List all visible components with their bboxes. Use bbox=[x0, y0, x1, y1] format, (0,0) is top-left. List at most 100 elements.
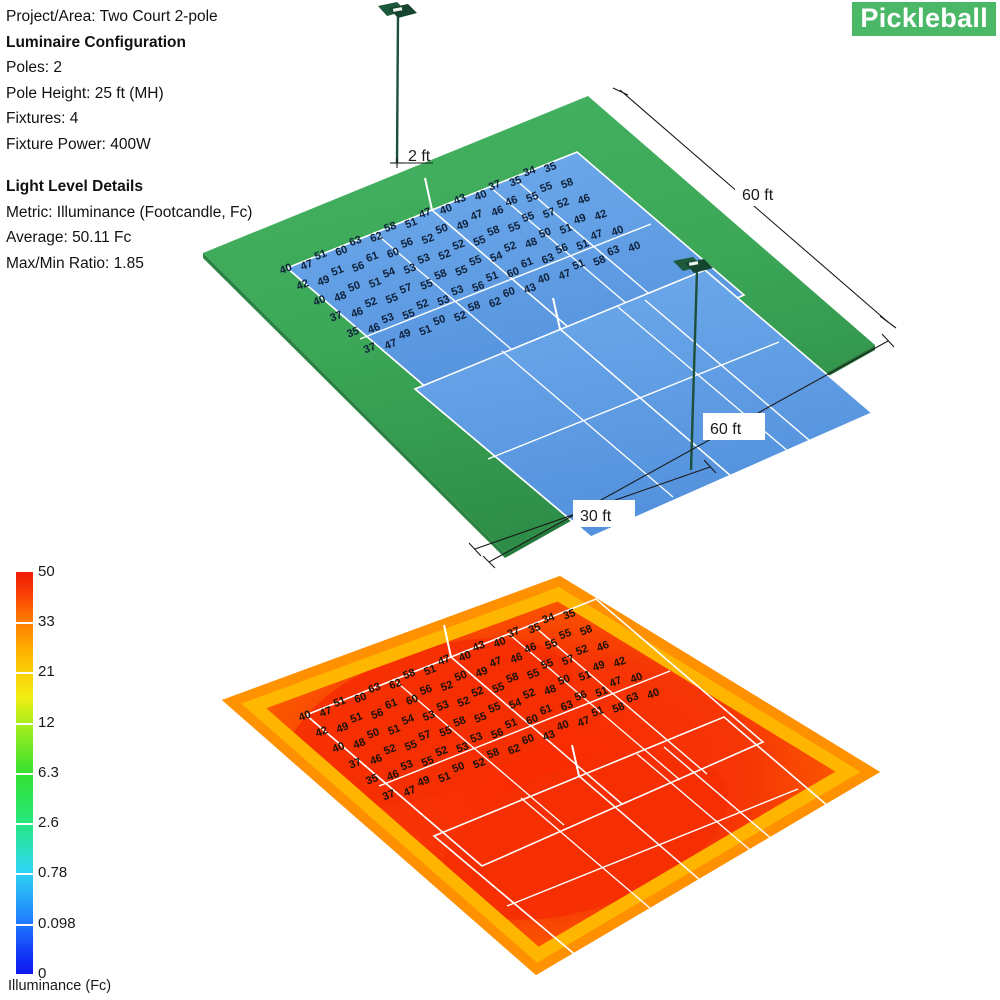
illuminance-value: 50 bbox=[346, 279, 362, 295]
light-level-details-heading: Light Level Details bbox=[6, 178, 143, 195]
illuminance-value: 55 bbox=[401, 307, 417, 323]
luminaire-configuration-heading: Luminaire Configuration bbox=[6, 33, 186, 51]
illuminance-value: 52 bbox=[456, 694, 472, 710]
illuminance-value: 60 bbox=[520, 732, 536, 748]
illuminance-value: 46 bbox=[349, 305, 365, 321]
illuminance-value: 55 bbox=[468, 253, 484, 269]
illuminance-value: 34 bbox=[522, 164, 539, 180]
pole-2-fixture-a bbox=[673, 257, 702, 271]
illuminance-value: 40 bbox=[297, 708, 313, 724]
illuminance-value: 40 bbox=[555, 718, 571, 734]
illuminance-value: 52 bbox=[574, 643, 590, 659]
illuminance-value: 55 bbox=[487, 700, 503, 716]
illuminance-value: 58 bbox=[433, 267, 449, 283]
illuminance-value: 35 bbox=[543, 160, 559, 176]
average-text: Average: 50.11 Fc bbox=[6, 229, 132, 246]
dimension-right-60ft: 60 ft bbox=[612, 87, 897, 329]
illuminance-value: 40 bbox=[438, 202, 454, 218]
illuminance-value: 52 bbox=[420, 232, 436, 248]
illuminance-value: 48 bbox=[352, 736, 368, 752]
illuminance-value: 57 bbox=[417, 728, 433, 744]
heatmap-court-2-lines bbox=[432, 716, 893, 985]
illuminance-value: 58 bbox=[382, 220, 398, 236]
illuminance-value: 37 bbox=[347, 756, 363, 772]
illuminance-value: 46 bbox=[368, 752, 384, 768]
illuminance-value: 47 bbox=[488, 655, 504, 671]
illuminance-value: 50 bbox=[434, 222, 450, 238]
illuminance-value: 56 bbox=[351, 259, 367, 275]
illuminance-value: 55 bbox=[557, 627, 573, 643]
illuminance-value: 51 bbox=[484, 269, 500, 285]
illuminance-value: 55 bbox=[419, 277, 435, 293]
illuminance-value: 47 bbox=[576, 714, 592, 730]
pole-1 bbox=[378, 2, 417, 164]
court-2 bbox=[413, 269, 874, 538]
illuminance-value: 55 bbox=[520, 210, 536, 226]
illuminance-value: 46 bbox=[366, 321, 382, 337]
illuminance-value: 56 bbox=[554, 241, 570, 257]
illuminance-value: 62 bbox=[369, 230, 385, 246]
illuminance-value: 50 bbox=[556, 673, 572, 689]
panel-spacer bbox=[6, 157, 336, 174]
pole-height-text: Pole Height: 25 ft (MH) bbox=[6, 84, 164, 102]
illuminance-value: 52 bbox=[415, 297, 431, 313]
illuminance-value: 55 bbox=[454, 263, 470, 279]
project-area-text: Project/Area: Two Court 2-pole bbox=[6, 8, 218, 25]
illuminance-value: 57 bbox=[541, 206, 557, 222]
illuminance-value: 61 bbox=[519, 255, 535, 271]
colorbar-tick-0p78: 0.78 bbox=[38, 864, 68, 881]
illuminance-value: 58 bbox=[466, 299, 482, 315]
illuminance-value: 40 bbox=[610, 224, 626, 240]
illuminance-value: 49 bbox=[397, 327, 413, 343]
court-1 bbox=[285, 151, 746, 420]
illuminance-value: 52 bbox=[382, 742, 398, 758]
pole-1-fixture-a bbox=[378, 2, 406, 16]
illuminance-value: 58 bbox=[578, 623, 594, 639]
illuminance-value: 40 bbox=[646, 686, 662, 702]
illuminance-value: 48 bbox=[333, 289, 349, 305]
illuminance-value: 53 bbox=[435, 698, 451, 714]
illuminance-value: 46 bbox=[385, 768, 401, 784]
illuminance-value: 50 bbox=[365, 726, 381, 742]
illuminance-value: 40 bbox=[627, 239, 643, 255]
illuminance-value: 60 bbox=[353, 691, 369, 707]
illuminance-value: 55 bbox=[420, 754, 436, 770]
illuminance-value: 55 bbox=[473, 710, 489, 726]
illuminance-value: 58 bbox=[505, 671, 521, 687]
field-surface-edge-2 bbox=[505, 345, 875, 558]
illuminance-value: 58 bbox=[486, 224, 502, 240]
illuminance-value: 51 bbox=[367, 275, 383, 291]
dimension-bottom-30ft-label: 30 ft bbox=[580, 508, 612, 525]
illuminance-value: 35 bbox=[364, 772, 380, 788]
illuminance-value: 55 bbox=[384, 291, 400, 307]
dimension-bottom-60ft-label: 60 ft bbox=[710, 421, 742, 438]
sport-badge: Pickleball bbox=[852, 2, 996, 36]
illuminance-value: 53 bbox=[436, 293, 452, 309]
illuminance-value: 53 bbox=[469, 730, 485, 746]
illuminance-value: 43 bbox=[471, 639, 487, 655]
illuminance-value: 55 bbox=[438, 724, 454, 740]
illuminance-value: 55 bbox=[539, 657, 555, 673]
illuminance-value: 60 bbox=[385, 246, 401, 262]
illuminance-value: 35 bbox=[345, 325, 361, 341]
illuminance-value: 52 bbox=[555, 196, 571, 212]
illuminance-value: 47 bbox=[589, 227, 605, 243]
illuminance-value: 53 bbox=[380, 311, 396, 327]
illuminance-value: 49 bbox=[572, 212, 588, 228]
illuminance-value: 56 bbox=[418, 683, 434, 699]
illuminance-value: 51 bbox=[349, 710, 365, 726]
illuminance-value: 46 bbox=[595, 639, 611, 655]
illuminance-value: 55 bbox=[538, 180, 554, 196]
illuminance-value: 50 bbox=[453, 669, 469, 685]
metric-text: Metric: Illuminance (Footcandle, Fc) bbox=[6, 203, 253, 221]
illuminance-value: 40 bbox=[457, 649, 473, 665]
illuminance-value: 47 bbox=[436, 653, 452, 669]
illuminance-value: 47 bbox=[402, 784, 418, 800]
illuminance-value: 60 bbox=[501, 285, 517, 301]
illuminance-value: 49 bbox=[474, 665, 490, 681]
illuminance-value: 53 bbox=[402, 261, 418, 277]
illuminance-value: 54 bbox=[381, 265, 398, 281]
illuminance-value: 53 bbox=[455, 740, 471, 756]
